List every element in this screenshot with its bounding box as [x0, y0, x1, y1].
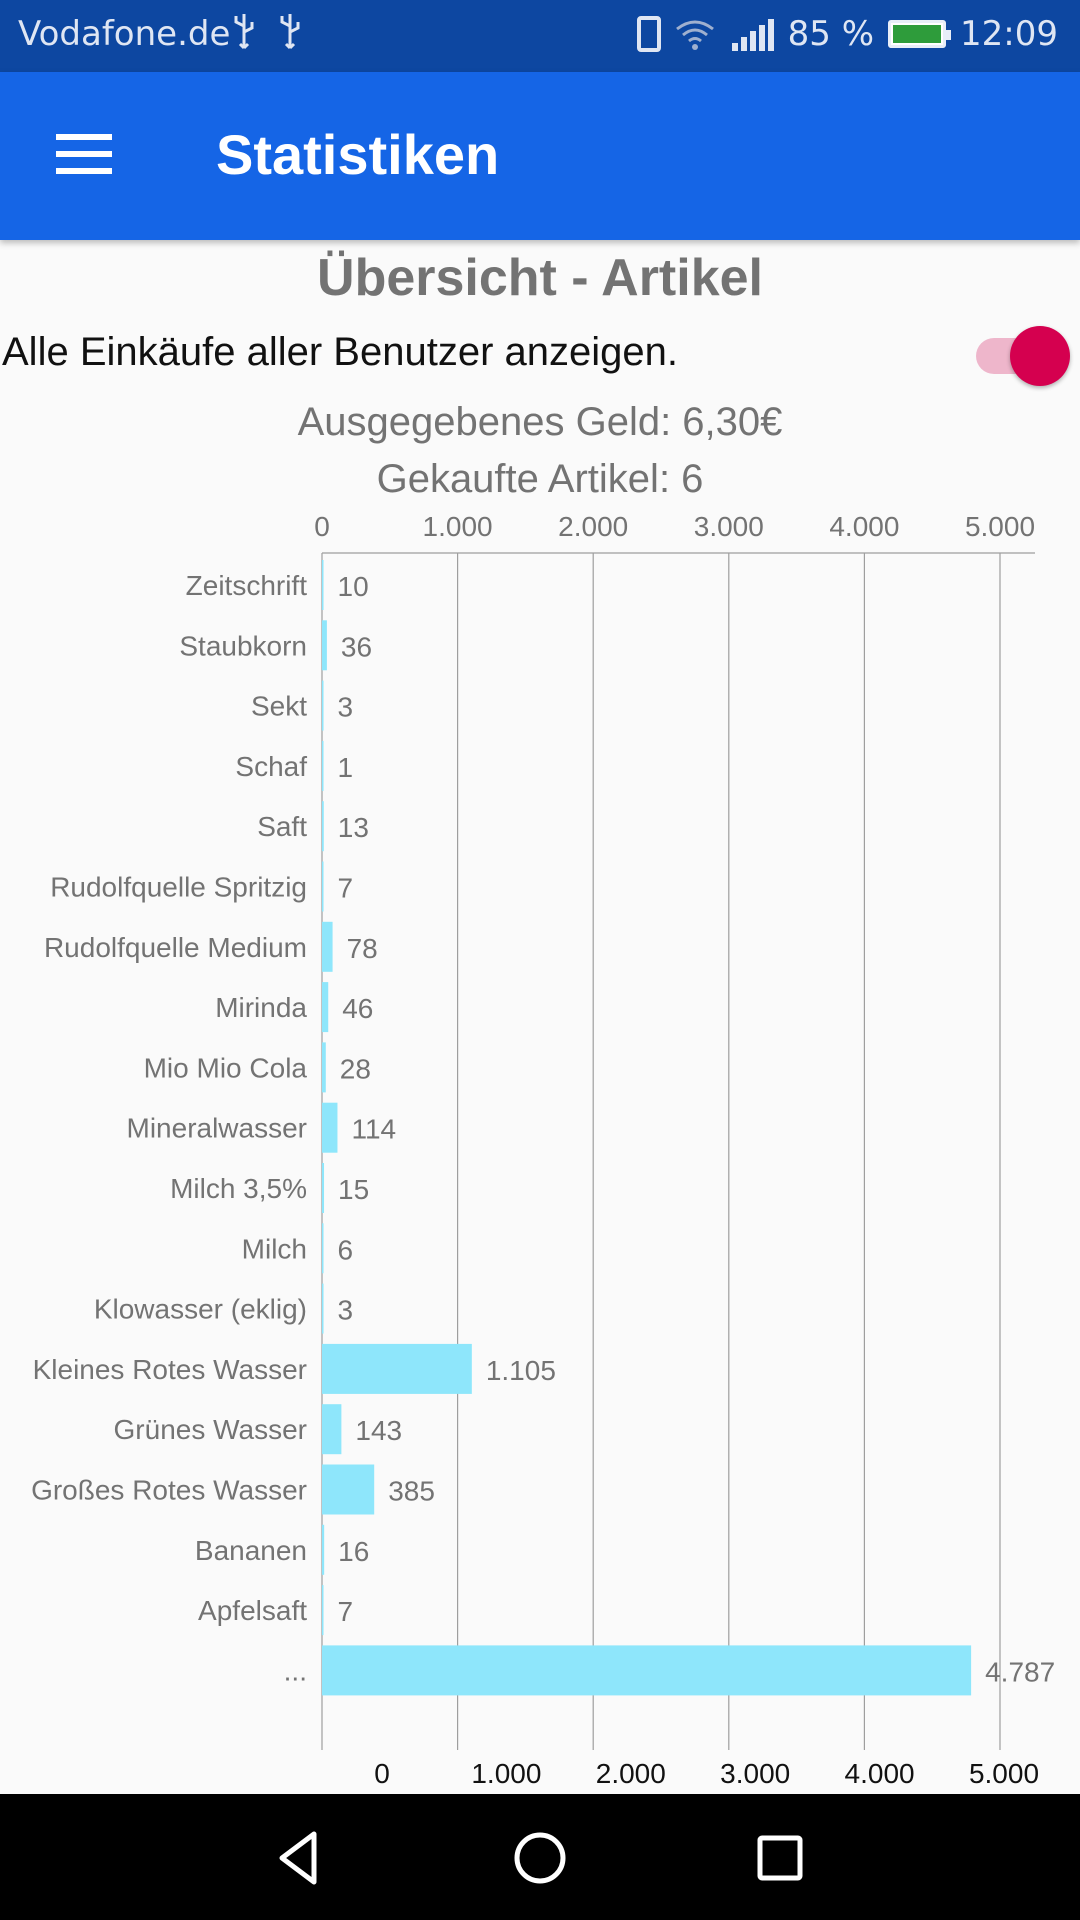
chart-bar: [322, 560, 324, 610]
data-label: 15: [338, 1174, 369, 1205]
toggle-thumb: [1010, 326, 1070, 386]
chart-bar: [322, 1524, 325, 1575]
bottom-axis-tick-label: 0: [374, 1758, 390, 1789]
show-all-users-toggle[interactable]: [968, 322, 1072, 386]
bottom-axis-tick-label: 3.000: [720, 1758, 790, 1789]
chart-bar: [322, 620, 327, 671]
category-label: Rudolfquelle Medium: [44, 932, 307, 963]
category-label: Schaf: [235, 751, 307, 782]
usb-icon: [232, 12, 256, 61]
usb-icon: [278, 12, 302, 61]
data-label: 78: [347, 933, 378, 964]
chart-bar: [322, 982, 329, 1033]
chart-bar: [322, 1223, 324, 1274]
data-label: 46: [342, 993, 373, 1024]
category-label: Saft: [257, 811, 307, 842]
vibrate-icon: [636, 16, 661, 52]
category-label: Mineralwasser: [127, 1113, 308, 1144]
data-label: 3: [338, 1295, 354, 1326]
navigation-bar: [0, 1794, 1080, 1920]
chart-bar: [322, 861, 324, 912]
carrier-name: Vodafone.de: [18, 14, 231, 54]
chart-bar: [322, 1645, 972, 1696]
category-label: Milch: [242, 1233, 307, 1264]
data-label: 1: [338, 752, 354, 783]
article-bar-chart: 0 1.000 2.000 3.000 4.000 5.000 0 1.000 2.000 3.0…: [31, 511, 1055, 1789]
home-icon[interactable]: [508, 1826, 572, 1890]
data-label: 7: [338, 873, 354, 904]
top-axis-tick-label: 2.000: [558, 511, 628, 542]
data-label: 143: [355, 1415, 402, 1446]
chart-bar: [322, 1404, 342, 1455]
top-axis-tick-label: 0: [314, 511, 330, 542]
top-axis-tick-label: 4.000: [829, 511, 899, 542]
data-label: 1.105: [486, 1355, 556, 1386]
chart-bar: [322, 1585, 324, 1636]
data-label: 10: [338, 571, 369, 602]
chart-bar: [322, 680, 324, 731]
data-label: 385: [388, 1476, 435, 1507]
battery-charging-icon: [888, 20, 952, 48]
signal-icon: [729, 17, 774, 51]
bottom-axis-tick-label: 5.000: [969, 1758, 1039, 1789]
chart-bar: [322, 1042, 326, 1093]
category-label: Kleines Rotes Wasser: [33, 1354, 307, 1385]
category-label: Klowasser (eklig): [94, 1294, 307, 1325]
category-label: Staubkorn: [179, 630, 307, 661]
category-label: Bananen: [195, 1535, 307, 1566]
bought-items-text: Gekaufte Artikel: 6: [376, 457, 704, 501]
category-label: Mio Mio Cola: [144, 1052, 308, 1083]
data-label: 36: [341, 631, 372, 662]
data-label: 4.787: [985, 1656, 1055, 1687]
category-label: Grünes Wasser: [114, 1414, 307, 1445]
spent-money-text: Ausgegebenes Geld: 6,30€: [297, 400, 783, 444]
chart-bar: [322, 921, 333, 972]
recents-icon[interactable]: [748, 1826, 812, 1890]
data-label: 13: [338, 812, 369, 843]
section-title: Übersicht - Artikel: [317, 249, 763, 307]
category-label: Rudolfquelle Spritzig: [50, 872, 307, 903]
category-label: Apfelsaft: [198, 1595, 307, 1626]
category-label: Mirinda: [215, 992, 307, 1023]
menu-icon[interactable]: [56, 134, 112, 174]
battery-percent: 85 %: [787, 14, 875, 54]
app-bar: Statistiken: [0, 72, 1080, 240]
bottom-axis-tick-label: 2.000: [596, 1758, 666, 1789]
bottom-axis-tick-label: 1.000: [471, 1758, 541, 1789]
status-bar: Vodafone.de 85 % 12:09: [0, 0, 1080, 72]
clock: 12:09: [960, 14, 1058, 54]
chart-bar: [322, 740, 324, 791]
category-label: Milch 3,5%: [170, 1173, 307, 1204]
data-label: 16: [338, 1536, 369, 1567]
back-icon[interactable]: [268, 1826, 332, 1890]
data-label: 6: [338, 1234, 354, 1265]
category-label: Großes Rotes Wasser: [31, 1475, 307, 1506]
data-label: 3: [338, 692, 354, 723]
toggle-label: Alle Einkäufe aller Benutzer anzeigen.: [2, 330, 678, 374]
top-axis-tick-label: 3.000: [694, 511, 764, 542]
top-axis-tick-label: 1.000: [423, 511, 493, 542]
chart-bar: [322, 1283, 324, 1334]
category-label: Sekt: [251, 691, 307, 722]
top-axis-tick-label: 5.000: [965, 511, 1035, 542]
chart-bar: [322, 801, 324, 852]
chart-bar: [322, 1102, 338, 1153]
chart-bar: [322, 1163, 325, 1213]
data-label: 114: [351, 1114, 396, 1145]
bottom-axis-tick-label: 4.000: [845, 1758, 915, 1789]
chart-bar: [322, 1343, 472, 1394]
page-title: Statistiken: [216, 123, 500, 186]
chart-bar: [322, 1464, 375, 1515]
data-label: 7: [338, 1596, 354, 1627]
category-label: Zeitschrift: [186, 570, 308, 601]
wifi-icon: [675, 20, 714, 50]
status-icons: 85 % 12:09: [623, 14, 1058, 54]
category-label: ...: [284, 1655, 307, 1686]
data-label: 28: [340, 1053, 371, 1084]
